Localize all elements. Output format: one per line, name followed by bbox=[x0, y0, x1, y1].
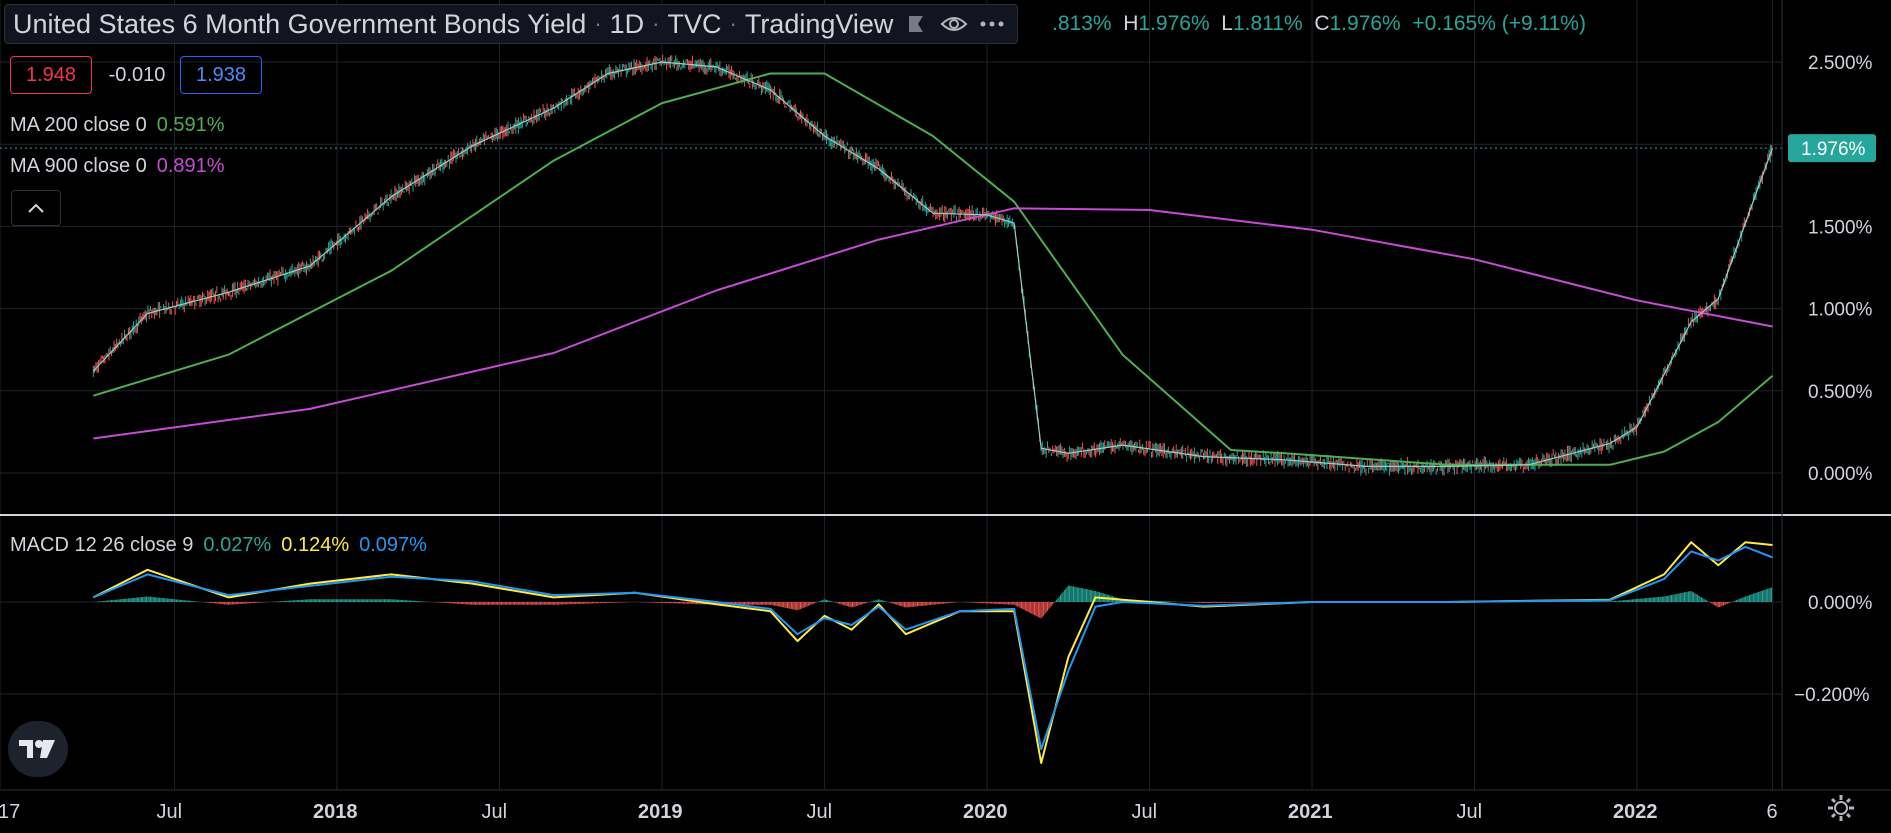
x-tick-label: 6 bbox=[1766, 801, 1777, 823]
more-options-icon[interactable] bbox=[977, 9, 1007, 39]
flag-icon[interactable] bbox=[901, 9, 931, 39]
macd-line-value: 0.124% bbox=[281, 534, 350, 556]
header-separator: · bbox=[729, 11, 737, 36]
header-separator: · bbox=[652, 11, 660, 36]
ma200-line bbox=[93, 72, 1774, 466]
y-tick-label: 0.000% bbox=[1808, 464, 1873, 485]
eye-icon[interactable] bbox=[939, 9, 969, 39]
interval-label[interactable]: 1D bbox=[609, 8, 645, 39]
ma900-line bbox=[93, 207, 1773, 440]
grid-lines bbox=[0, 0, 1782, 790]
x-tick-label: 17 bbox=[0, 801, 20, 823]
ask-price-button[interactable]: 1.938 bbox=[180, 56, 262, 94]
collapse-legend-button[interactable] bbox=[11, 190, 61, 226]
x-tick-label: Jul bbox=[1132, 801, 1158, 823]
low-label: L bbox=[1221, 12, 1233, 35]
macd-y-tick-label: 0.000% bbox=[1808, 593, 1873, 614]
high-value: 1.976% bbox=[1138, 12, 1210, 35]
close-label: C bbox=[1314, 12, 1330, 35]
change-value: +0.165% (+9.11%) bbox=[1412, 12, 1586, 35]
settings-gear-icon[interactable] bbox=[1826, 793, 1856, 823]
low-value: 1.811% bbox=[1232, 12, 1303, 35]
x-tick-label: Jul bbox=[1457, 801, 1483, 823]
open-value: .813% bbox=[1052, 12, 1112, 35]
chevron-up-icon bbox=[28, 203, 44, 213]
candles bbox=[92, 54, 1773, 476]
x-tick-label: Jul bbox=[157, 801, 183, 823]
ma900-value: 0.891% bbox=[156, 155, 225, 177]
close-value: 1.976% bbox=[1329, 12, 1401, 35]
macd-line bbox=[92, 541, 1773, 764]
x-tick-label: 2021 bbox=[1288, 801, 1333, 823]
ma900-legend[interactable]: MA 900 close 0 0.891% bbox=[10, 155, 225, 178]
ohlc-readout: .813% H1.976% L1.811% C1.976% +0.165% (+… bbox=[1052, 12, 1586, 36]
high-label: H bbox=[1123, 12, 1139, 35]
tradingview-logo[interactable] bbox=[8, 721, 68, 777]
macd-label: MACD 12 26 close 9 bbox=[10, 534, 194, 556]
macd-legend[interactable]: MACD 12 26 close 9 0.027% 0.124% 0.097% bbox=[10, 534, 427, 557]
bid-price-button[interactable]: 1.948 bbox=[10, 56, 92, 94]
ma200-value: 0.591% bbox=[156, 114, 225, 136]
y-tick-label: 1.500% bbox=[1808, 217, 1873, 238]
ma900-label: MA 900 close 0 bbox=[10, 155, 147, 177]
x-tick-label: Jul bbox=[807, 801, 833, 823]
symbol-title[interactable]: United States 6 Month Government Bonds Y… bbox=[13, 8, 587, 39]
last-price-label: 1.976% bbox=[1801, 139, 1866, 160]
symbol-header[interactable]: United States 6 Month Government Bonds Y… bbox=[4, 4, 1019, 44]
macd-hist-value: 0.027% bbox=[203, 534, 272, 556]
macd-signal-value: 0.097% bbox=[359, 534, 427, 556]
y-tick-label: 0.500% bbox=[1808, 382, 1873, 403]
source-label: TradingView bbox=[744, 8, 894, 39]
spread-value: -0.010 bbox=[108, 63, 166, 86]
x-tick-label: 2019 bbox=[638, 801, 683, 823]
yield-line bbox=[92, 61, 1774, 467]
y-tick-label: 2.500% bbox=[1808, 53, 1873, 74]
y-tick-label: 1.000% bbox=[1808, 300, 1873, 321]
header-separator: · bbox=[594, 11, 602, 36]
macd-y-tick-label: −0.200% bbox=[1794, 685, 1870, 706]
plot-area[interactable] bbox=[0, 54, 1782, 764]
last-price-badge bbox=[1788, 134, 1876, 163]
ma200-label: MA 200 close 0 bbox=[10, 114, 147, 136]
exchange-label: TVC bbox=[667, 8, 722, 39]
macd-histogram bbox=[94, 585, 1773, 619]
x-tick-label: Jul bbox=[482, 801, 508, 823]
x-tick-label: 2020 bbox=[963, 801, 1008, 823]
x-tick-label: 2022 bbox=[1613, 801, 1658, 823]
macd-signal-line bbox=[92, 545, 1773, 751]
ma200-legend[interactable]: MA 200 close 0 0.591% bbox=[10, 114, 225, 137]
x-tick-label: 2018 bbox=[313, 801, 358, 823]
